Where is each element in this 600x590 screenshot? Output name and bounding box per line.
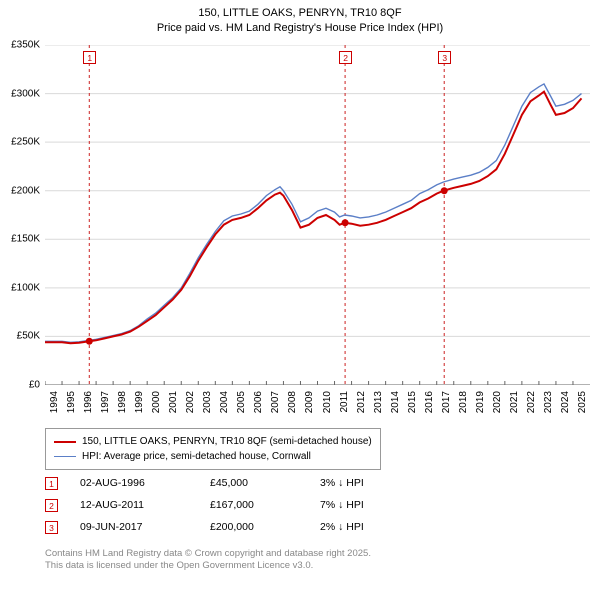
x-axis-label: 1996 (83, 391, 94, 413)
transaction-row: 2 12-AUG-2011£167,0007% ↓ HPI (45, 494, 410, 516)
marker-badge: 3 (438, 51, 451, 64)
x-axis-label: 2017 (441, 391, 452, 413)
chart-container: 150, LITTLE OAKS, PENRYN, TR10 8QF Price… (0, 0, 600, 590)
transaction-date: 09-JUN-2017 (80, 521, 210, 533)
chart-svg (45, 45, 590, 385)
transaction-marker: 3 (45, 521, 58, 534)
attribution: Contains HM Land Registry data © Crown c… (45, 548, 371, 573)
x-axis-label: 2013 (373, 391, 384, 413)
legend: 150, LITTLE OAKS, PENRYN, TR10 8QF (semi… (45, 428, 381, 470)
x-axis-label: 1995 (66, 391, 77, 413)
y-axis-label: £50K (0, 331, 40, 342)
transactions-table: 1 02-AUG-1996£45,0003% ↓ HPI 2 12-AUG-2011£… (45, 472, 410, 538)
y-axis-label: £0 (0, 380, 40, 391)
x-axis-label: 2006 (253, 391, 264, 413)
x-axis-label: 2011 (339, 391, 350, 413)
x-axis-label: 1998 (117, 391, 128, 413)
title-line-1: 150, LITTLE OAKS, PENRYN, TR10 8QF (0, 6, 600, 21)
x-axis-label: 2018 (458, 391, 469, 413)
x-axis-label: 2009 (304, 391, 315, 413)
x-axis-label: 2002 (185, 391, 196, 413)
x-axis-label: 1999 (134, 391, 145, 413)
transaction-price: £167,000 (210, 499, 320, 511)
y-axis-label: £350K (0, 40, 40, 51)
x-axis-label: 2024 (560, 391, 571, 413)
x-axis-label: 1997 (100, 391, 111, 413)
x-axis-label: 2021 (509, 391, 520, 413)
legend-item: HPI: Average price, semi-detached house,… (54, 449, 372, 464)
transaction-date: 12-AUG-2011 (80, 499, 210, 511)
y-axis-label: £250K (0, 137, 40, 148)
transaction-price: £45,000 (210, 477, 320, 489)
transaction-row: 3 09-JUN-2017£200,0002% ↓ HPI (45, 516, 410, 538)
x-axis-label: 1994 (49, 391, 60, 413)
marker-badge: 1 (83, 51, 96, 64)
transaction-diff: 3% ↓ HPI (320, 477, 410, 489)
y-axis-label: £300K (0, 88, 40, 99)
marker-badge: 2 (339, 51, 352, 64)
transaction-marker: 1 (45, 477, 58, 490)
x-axis-label: 2012 (356, 391, 367, 413)
chart-plot-area (45, 45, 590, 385)
legend-swatch (54, 456, 76, 457)
transaction-row: 1 02-AUG-1996£45,0003% ↓ HPI (45, 472, 410, 494)
x-axis-label: 2001 (168, 391, 179, 413)
y-axis-label: £200K (0, 185, 40, 196)
y-axis-label: £150K (0, 234, 40, 245)
chart-title-block: 150, LITTLE OAKS, PENRYN, TR10 8QF Price… (0, 0, 600, 36)
attribution-line-1: Contains HM Land Registry data © Crown c… (45, 548, 371, 560)
x-axis-label: 2020 (492, 391, 503, 413)
title-line-2: Price paid vs. HM Land Registry's House … (0, 21, 600, 36)
x-axis-label: 2007 (270, 391, 281, 413)
x-axis-label: 2022 (526, 391, 537, 413)
x-axis-label: 2004 (219, 391, 230, 413)
legend-label: HPI: Average price, semi-detached house,… (82, 449, 311, 464)
x-axis-label: 2000 (151, 391, 162, 413)
x-axis-label: 2010 (322, 391, 333, 413)
attribution-line-2: This data is licensed under the Open Gov… (45, 560, 371, 572)
x-axis-label: 2005 (236, 391, 247, 413)
legend-label: 150, LITTLE OAKS, PENRYN, TR10 8QF (semi… (82, 434, 372, 449)
transaction-date: 02-AUG-1996 (80, 477, 210, 489)
x-axis-label: 2016 (424, 391, 435, 413)
x-axis-label: 2008 (287, 391, 298, 413)
x-axis-label: 2019 (475, 391, 486, 413)
transaction-price: £200,000 (210, 521, 320, 533)
x-axis-label: 2014 (390, 391, 401, 413)
legend-swatch (54, 441, 76, 443)
x-axis-label: 2015 (407, 391, 418, 413)
x-axis-label: 2025 (577, 391, 588, 413)
transaction-marker: 2 (45, 499, 58, 512)
x-axis-label: 2023 (543, 391, 554, 413)
transaction-diff: 7% ↓ HPI (320, 499, 410, 511)
transaction-diff: 2% ↓ HPI (320, 521, 410, 533)
x-axis-label: 2003 (202, 391, 213, 413)
legend-item: 150, LITTLE OAKS, PENRYN, TR10 8QF (semi… (54, 434, 372, 449)
y-axis-label: £100K (0, 282, 40, 293)
